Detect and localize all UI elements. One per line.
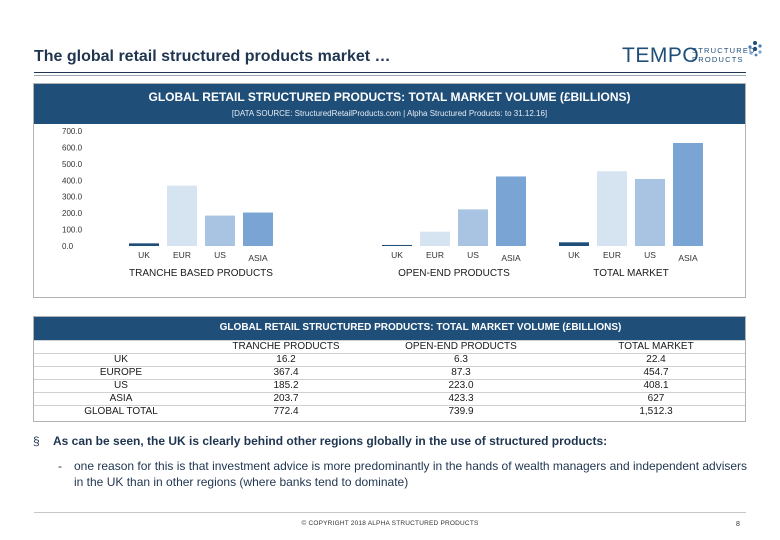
- bullet-sub-text: one reason for this is that investment a…: [74, 459, 748, 489]
- bar: [205, 215, 235, 246]
- tempo-logo: TEMPO STRUCTURED PRODUCTS: [622, 40, 762, 70]
- table-grid-line: [34, 340, 745, 341]
- row-label: US: [114, 380, 128, 391]
- cell-value: 185.2: [273, 380, 299, 391]
- row-label: EUROPE: [99, 367, 143, 378]
- bullet-main: § As can be seen, the UK is clearly behin…: [33, 434, 607, 448]
- page-title: The global retail structured products ma…: [34, 48, 391, 65]
- table-grid-line: [34, 379, 745, 380]
- cell-value: 87.3: [451, 367, 471, 378]
- group-label: TRANCHE BASED PRODUCTS: [129, 268, 273, 279]
- cell-value: 408.1: [643, 380, 669, 391]
- bar: [597, 171, 627, 246]
- table-grid-line: [34, 366, 745, 367]
- logo-sub-line1: STRUCTURED: [692, 46, 756, 55]
- page-number: 8: [736, 521, 740, 528]
- cell-value: 772.4: [273, 406, 299, 417]
- title-rule-secondary: [34, 75, 746, 76]
- x-tick-label: US: [214, 250, 226, 260]
- group-label: TOTAL MARKET: [593, 268, 668, 279]
- chart-title: GLOBAL RETAIL STRUCTURED PRODUCTS: TOTAL…: [148, 90, 631, 104]
- bar: [382, 244, 412, 246]
- cell-value: 6.3: [454, 354, 468, 365]
- x-tick-label: EUR: [426, 250, 444, 260]
- row-label: ASIA: [109, 393, 133, 404]
- bar: [167, 185, 197, 246]
- x-tick-label: US: [644, 250, 656, 260]
- y-tick-label: 700.0: [62, 127, 83, 136]
- bar: [458, 209, 488, 246]
- cell-value: 627: [647, 393, 665, 404]
- table-grid-line: [34, 405, 745, 406]
- bar: [635, 178, 665, 246]
- row-label: GLOBAL TOTAL: [84, 406, 158, 417]
- cell-value: 223.0: [448, 380, 474, 391]
- logo-dots-icon: [748, 41, 762, 57]
- logo-subtitle: STRUCTURED PRODUCTS: [692, 46, 756, 64]
- logo-sub-line2: PRODUCTS: [692, 55, 744, 64]
- table-title: GLOBAL RETAIL STRUCTURED PRODUCTS: TOTAL…: [219, 322, 622, 333]
- bullet-marker: §: [33, 434, 40, 448]
- bullet-main-text: As can be seen, the UK is clearly behind…: [53, 434, 608, 448]
- column-header-open-end: OPEN-END PRODUCTS: [405, 341, 517, 352]
- y-tick-label: 400.0: [62, 176, 83, 185]
- cell-value: 454.7: [643, 367, 669, 378]
- group-label: OPEN-END PRODUCTS: [398, 268, 510, 279]
- footer-copyright: © COPYRIGHT 2018 ALPHA STRUCTURED PRODUC…: [301, 520, 479, 527]
- cell-value: 739.9: [448, 406, 474, 417]
- column-header-tranche: TRANCHE PRODUCTS: [232, 341, 340, 352]
- chart-panel: GLOBAL RETAIL STRUCTURED PRODUCTS: TOTAL…: [33, 83, 746, 298]
- cell-value: 423.3: [448, 393, 474, 404]
- chart-header: GLOBAL RETAIL STRUCTURED PRODUCTS: TOTAL…: [34, 84, 745, 124]
- footer-rule: [34, 512, 746, 513]
- x-tick-label: EUR: [603, 250, 621, 260]
- bar: [243, 212, 273, 246]
- cell-value: 203.7: [273, 393, 299, 404]
- bar: [496, 176, 526, 246]
- x-tick-label: UK: [568, 250, 580, 260]
- y-tick-label: 0.0: [62, 242, 74, 251]
- y-tick-label: 600.0: [62, 143, 83, 152]
- bar: [673, 142, 703, 246]
- bar: [129, 243, 159, 246]
- y-tick-label: 200.0: [62, 209, 83, 218]
- bullet-dash: -: [58, 459, 62, 473]
- cell-value: 1,512.3: [639, 406, 673, 417]
- logo-word: TEMPO: [622, 44, 700, 67]
- chart-source: [DATA SOURCE: StructuredRetailProducts.c…: [231, 109, 548, 118]
- table-grid-line: [34, 392, 745, 393]
- table-grid-line: [34, 353, 745, 354]
- x-tick-label: ASIA: [678, 253, 698, 263]
- bar-chart: 700.0 600.0 500.0 400.0 300.0 200.0 100.0 0.0 UK…: [62, 127, 703, 279]
- x-tick-label: UK: [391, 250, 403, 260]
- volume-table: GLOBAL RETAIL STRUCTURED PRODUCTS: TOTAL…: [33, 316, 746, 422]
- cell-value: 22.4: [646, 354, 666, 365]
- y-tick-label: 300.0: [62, 193, 83, 202]
- bar: [559, 242, 589, 246]
- y-tick-label: 500.0: [62, 160, 83, 169]
- bar: [420, 231, 450, 246]
- y-tick-label: 100.0: [62, 226, 83, 235]
- x-tick-label: US: [467, 250, 479, 260]
- x-tick-label: EUR: [173, 250, 191, 260]
- title-rule: [34, 72, 746, 73]
- column-header-total: TOTAL MARKET: [618, 341, 694, 352]
- x-tick-label: ASIA: [248, 253, 268, 263]
- x-tick-label: ASIA: [501, 253, 521, 263]
- row-label: UK: [114, 354, 128, 365]
- cell-value: 16.2: [276, 354, 296, 365]
- x-tick-label: UK: [138, 250, 150, 260]
- table-header: GLOBAL RETAIL STRUCTURED PRODUCTS: TOTAL…: [34, 317, 745, 340]
- cell-value: 367.4: [273, 367, 299, 378]
